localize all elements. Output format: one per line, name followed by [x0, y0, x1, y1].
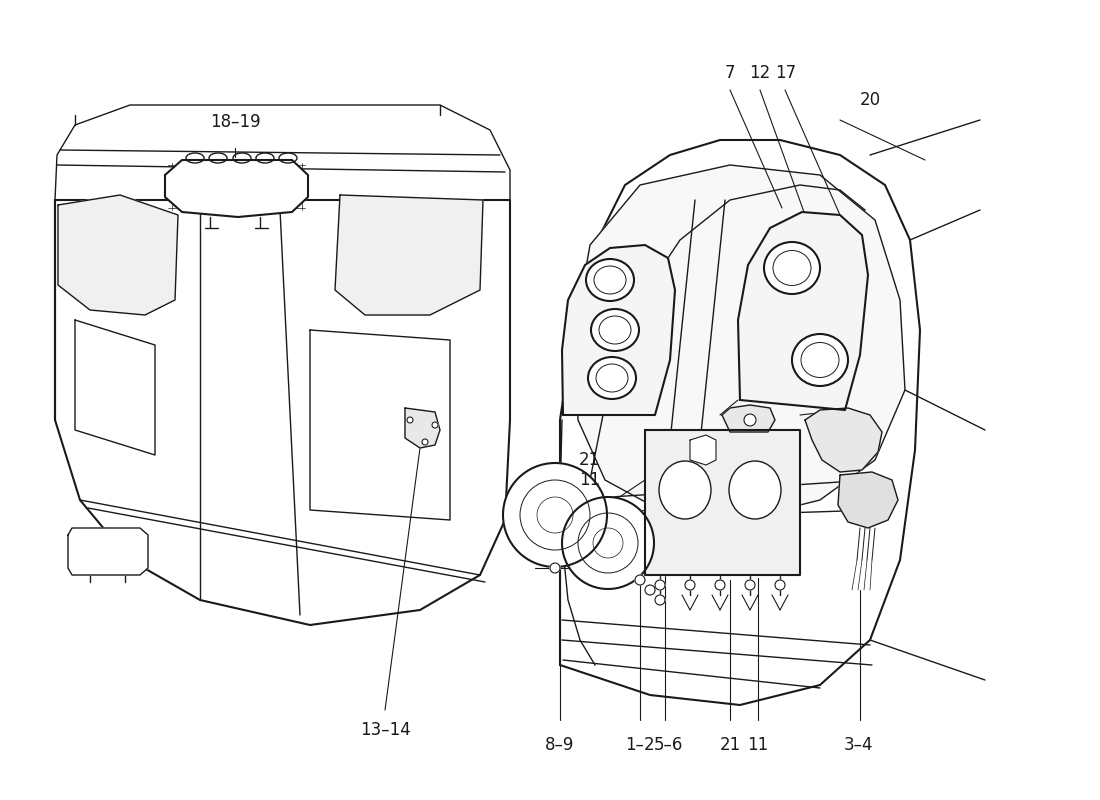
- Text: 11: 11: [747, 736, 769, 754]
- Circle shape: [562, 497, 654, 589]
- Text: 1–2: 1–2: [625, 736, 654, 754]
- Polygon shape: [75, 320, 155, 455]
- Circle shape: [422, 439, 428, 445]
- Text: 17: 17: [776, 64, 796, 82]
- Polygon shape: [55, 105, 510, 200]
- Polygon shape: [805, 408, 882, 472]
- Ellipse shape: [659, 461, 711, 519]
- Polygon shape: [690, 435, 716, 465]
- Ellipse shape: [764, 242, 820, 294]
- Polygon shape: [165, 160, 308, 217]
- Text: 18–19: 18–19: [210, 113, 261, 131]
- Polygon shape: [738, 212, 868, 410]
- Polygon shape: [645, 430, 800, 575]
- Circle shape: [745, 580, 755, 590]
- Polygon shape: [722, 405, 776, 432]
- Text: 21: 21: [579, 451, 600, 469]
- Ellipse shape: [729, 461, 781, 519]
- Text: 12: 12: [749, 64, 771, 82]
- Ellipse shape: [591, 309, 639, 351]
- Polygon shape: [310, 330, 450, 520]
- Text: 13–14: 13–14: [360, 721, 410, 739]
- Text: 21: 21: [719, 736, 740, 754]
- Circle shape: [685, 580, 695, 590]
- Circle shape: [715, 580, 725, 590]
- Text: 11: 11: [579, 471, 600, 489]
- Circle shape: [654, 595, 666, 605]
- Circle shape: [432, 422, 438, 428]
- Ellipse shape: [586, 259, 634, 301]
- Text: 20: 20: [859, 91, 881, 109]
- Polygon shape: [838, 472, 898, 528]
- Polygon shape: [405, 408, 440, 448]
- Circle shape: [744, 414, 756, 426]
- Polygon shape: [68, 528, 148, 575]
- Polygon shape: [55, 200, 510, 625]
- Circle shape: [654, 580, 666, 590]
- Text: 8–9: 8–9: [546, 736, 574, 754]
- Polygon shape: [575, 165, 905, 520]
- Circle shape: [645, 585, 654, 595]
- Circle shape: [635, 575, 645, 585]
- Circle shape: [503, 463, 607, 567]
- Text: 5–6: 5–6: [653, 736, 683, 754]
- Polygon shape: [562, 245, 675, 415]
- Ellipse shape: [792, 334, 848, 386]
- Text: 3–4: 3–4: [844, 736, 872, 754]
- Circle shape: [776, 580, 785, 590]
- Polygon shape: [58, 195, 178, 315]
- Polygon shape: [336, 195, 483, 315]
- Circle shape: [550, 563, 560, 573]
- Text: 7: 7: [725, 64, 735, 82]
- Circle shape: [407, 417, 412, 423]
- Ellipse shape: [588, 357, 636, 399]
- Polygon shape: [560, 140, 920, 705]
